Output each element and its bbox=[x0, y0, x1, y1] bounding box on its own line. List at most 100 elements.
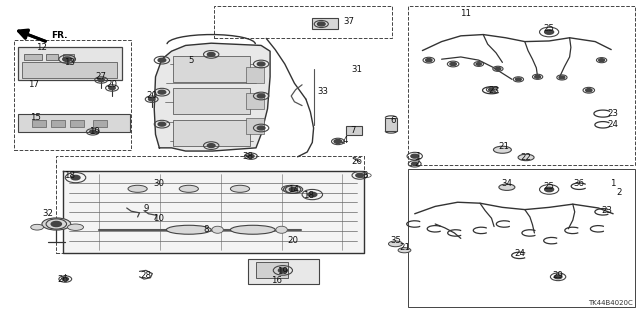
Text: 31: 31 bbox=[351, 65, 363, 74]
Text: 15: 15 bbox=[29, 113, 41, 122]
Circle shape bbox=[278, 268, 287, 273]
Text: 28: 28 bbox=[140, 271, 152, 280]
Text: TK44B4020C: TK44B4020C bbox=[588, 300, 632, 306]
Bar bbox=[173, 120, 250, 146]
Circle shape bbox=[71, 175, 80, 180]
Circle shape bbox=[257, 126, 265, 130]
Circle shape bbox=[158, 122, 166, 126]
Text: 19: 19 bbox=[90, 127, 100, 136]
Text: 23: 23 bbox=[601, 206, 612, 215]
Text: 18: 18 bbox=[63, 171, 75, 180]
Circle shape bbox=[412, 162, 418, 165]
Text: 2: 2 bbox=[415, 159, 420, 168]
Text: 25: 25 bbox=[543, 24, 555, 33]
Bar bbox=[18, 114, 130, 132]
Text: 36: 36 bbox=[573, 179, 585, 188]
Circle shape bbox=[495, 67, 501, 70]
Circle shape bbox=[308, 192, 317, 197]
Ellipse shape bbox=[128, 185, 147, 192]
Circle shape bbox=[257, 62, 265, 66]
Bar bbox=[51, 120, 65, 127]
Ellipse shape bbox=[518, 154, 534, 161]
Text: 25: 25 bbox=[543, 182, 555, 191]
Ellipse shape bbox=[212, 226, 223, 233]
Circle shape bbox=[148, 98, 155, 101]
Circle shape bbox=[559, 76, 564, 79]
Circle shape bbox=[158, 90, 166, 94]
Circle shape bbox=[51, 221, 61, 227]
Text: 20: 20 bbox=[146, 91, 157, 100]
Bar bbox=[14, 40, 131, 150]
Text: 5: 5 bbox=[188, 56, 193, 65]
Text: 1: 1 bbox=[611, 179, 616, 188]
Text: 32: 32 bbox=[42, 209, 54, 218]
Circle shape bbox=[476, 63, 481, 65]
Text: 29: 29 bbox=[553, 271, 563, 280]
Circle shape bbox=[426, 59, 432, 62]
Bar bbox=[70, 120, 84, 127]
Bar bbox=[56, 156, 364, 253]
Circle shape bbox=[207, 144, 215, 148]
Text: 22: 22 bbox=[520, 153, 532, 162]
Circle shape bbox=[545, 30, 554, 34]
Ellipse shape bbox=[230, 225, 275, 234]
Ellipse shape bbox=[31, 224, 44, 230]
Circle shape bbox=[554, 275, 562, 279]
Ellipse shape bbox=[493, 146, 511, 153]
Text: 27: 27 bbox=[95, 72, 107, 81]
Ellipse shape bbox=[388, 241, 403, 247]
Text: 33: 33 bbox=[317, 87, 329, 96]
Text: 3: 3 bbox=[362, 171, 367, 180]
Text: 37: 37 bbox=[343, 17, 355, 26]
Text: 6: 6 bbox=[390, 116, 396, 125]
Bar bbox=[32, 120, 46, 127]
Circle shape bbox=[207, 52, 215, 56]
Circle shape bbox=[598, 59, 605, 61]
Text: 1: 1 bbox=[415, 152, 420, 161]
Ellipse shape bbox=[166, 225, 211, 234]
Circle shape bbox=[257, 94, 265, 98]
Circle shape bbox=[63, 57, 72, 61]
Circle shape bbox=[545, 187, 554, 192]
Text: 10: 10 bbox=[153, 214, 164, 223]
Circle shape bbox=[586, 89, 592, 92]
Circle shape bbox=[98, 78, 104, 82]
Circle shape bbox=[489, 88, 495, 91]
Circle shape bbox=[450, 62, 456, 66]
Text: 26: 26 bbox=[351, 157, 363, 166]
Bar bbox=[18, 47, 122, 80]
Text: 24: 24 bbox=[607, 120, 619, 129]
Bar bbox=[346, 126, 362, 135]
Text: 24: 24 bbox=[514, 249, 525, 258]
Text: 9: 9 bbox=[143, 204, 148, 213]
Ellipse shape bbox=[179, 185, 198, 192]
Circle shape bbox=[356, 173, 364, 177]
Circle shape bbox=[317, 22, 325, 26]
Ellipse shape bbox=[42, 218, 70, 230]
Text: 11: 11 bbox=[460, 9, 472, 18]
Text: 23: 23 bbox=[488, 86, 500, 95]
Circle shape bbox=[516, 78, 522, 81]
Text: FR.: FR. bbox=[51, 31, 68, 40]
Bar bbox=[246, 93, 264, 109]
Bar bbox=[248, 259, 319, 284]
Ellipse shape bbox=[68, 224, 83, 230]
Text: 13: 13 bbox=[63, 58, 75, 67]
Text: 38: 38 bbox=[242, 152, 253, 161]
Text: 35: 35 bbox=[390, 236, 401, 245]
Circle shape bbox=[334, 140, 342, 143]
Ellipse shape bbox=[284, 185, 303, 193]
Ellipse shape bbox=[499, 184, 515, 190]
Text: 8: 8 bbox=[204, 225, 209, 234]
Bar bbox=[173, 56, 250, 82]
Bar bbox=[214, 6, 392, 38]
Circle shape bbox=[535, 76, 540, 78]
Text: 34: 34 bbox=[501, 179, 513, 188]
Bar bbox=[46, 54, 58, 60]
Circle shape bbox=[289, 188, 297, 191]
Bar bbox=[246, 67, 264, 83]
Text: 4: 4 bbox=[343, 136, 348, 145]
Text: 12: 12 bbox=[36, 43, 47, 52]
Bar bbox=[24, 54, 42, 60]
Text: 23: 23 bbox=[607, 109, 619, 118]
